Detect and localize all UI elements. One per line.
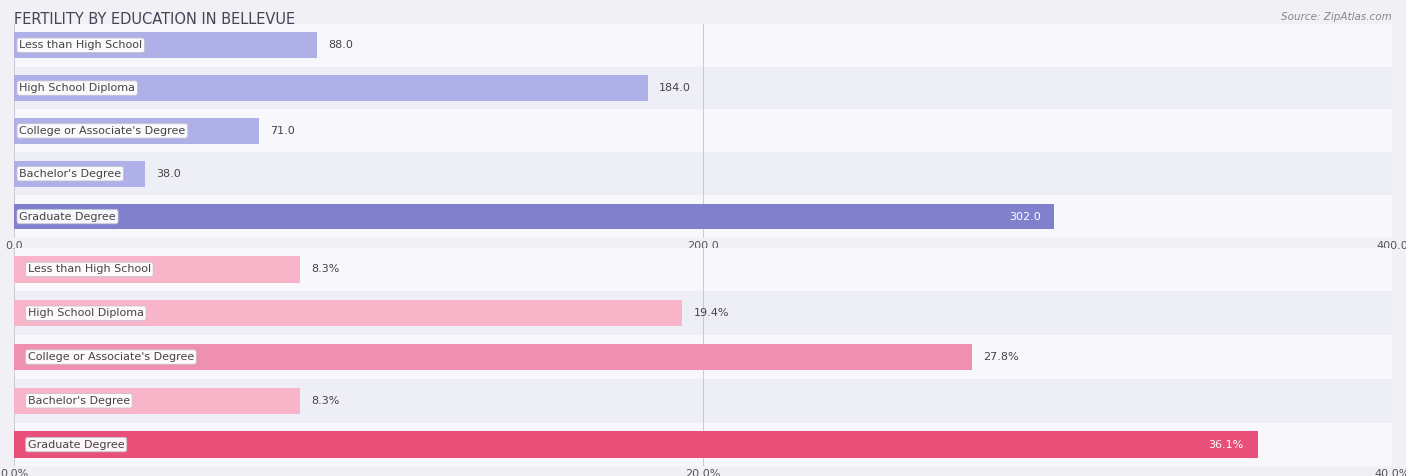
Text: 184.0: 184.0 — [659, 83, 690, 93]
Bar — [14, 67, 1392, 109]
Bar — [14, 291, 1392, 335]
Bar — [14, 248, 1392, 291]
Text: High School Diploma: High School Diploma — [28, 308, 143, 318]
Text: 38.0: 38.0 — [156, 169, 181, 179]
Bar — [14, 344, 972, 370]
Bar — [14, 32, 318, 58]
Text: 88.0: 88.0 — [328, 40, 353, 50]
Text: Bachelor's Degree: Bachelor's Degree — [20, 169, 121, 179]
Bar — [14, 75, 648, 101]
Text: FERTILITY BY EDUCATION IN BELLEVUE: FERTILITY BY EDUCATION IN BELLEVUE — [14, 12, 295, 27]
Bar — [14, 335, 1392, 379]
Bar — [14, 118, 259, 144]
Bar — [14, 256, 299, 283]
Text: Less than High School: Less than High School — [28, 264, 150, 275]
Bar — [14, 24, 1392, 67]
Text: 36.1%: 36.1% — [1209, 439, 1244, 450]
Bar — [14, 387, 299, 414]
Text: 27.8%: 27.8% — [983, 352, 1018, 362]
Text: Bachelor's Degree: Bachelor's Degree — [28, 396, 129, 406]
Bar — [14, 423, 1392, 466]
Text: Source: ZipAtlas.com: Source: ZipAtlas.com — [1281, 12, 1392, 22]
Text: High School Diploma: High School Diploma — [20, 83, 135, 93]
Text: Less than High School: Less than High School — [20, 40, 142, 50]
Bar — [14, 204, 1054, 229]
Text: 71.0: 71.0 — [270, 126, 294, 136]
Bar — [14, 431, 1257, 458]
Bar — [14, 161, 145, 187]
Bar — [14, 300, 682, 327]
Text: 8.3%: 8.3% — [311, 264, 339, 275]
Text: 19.4%: 19.4% — [693, 308, 728, 318]
Text: Graduate Degree: Graduate Degree — [28, 439, 125, 450]
Text: 302.0: 302.0 — [1010, 211, 1040, 222]
Text: College or Associate's Degree: College or Associate's Degree — [28, 352, 194, 362]
Bar — [14, 152, 1392, 195]
Bar — [14, 195, 1392, 238]
Text: 8.3%: 8.3% — [311, 396, 339, 406]
Bar — [14, 109, 1392, 152]
Text: College or Associate's Degree: College or Associate's Degree — [20, 126, 186, 136]
Text: Graduate Degree: Graduate Degree — [20, 211, 115, 222]
Bar — [14, 379, 1392, 423]
